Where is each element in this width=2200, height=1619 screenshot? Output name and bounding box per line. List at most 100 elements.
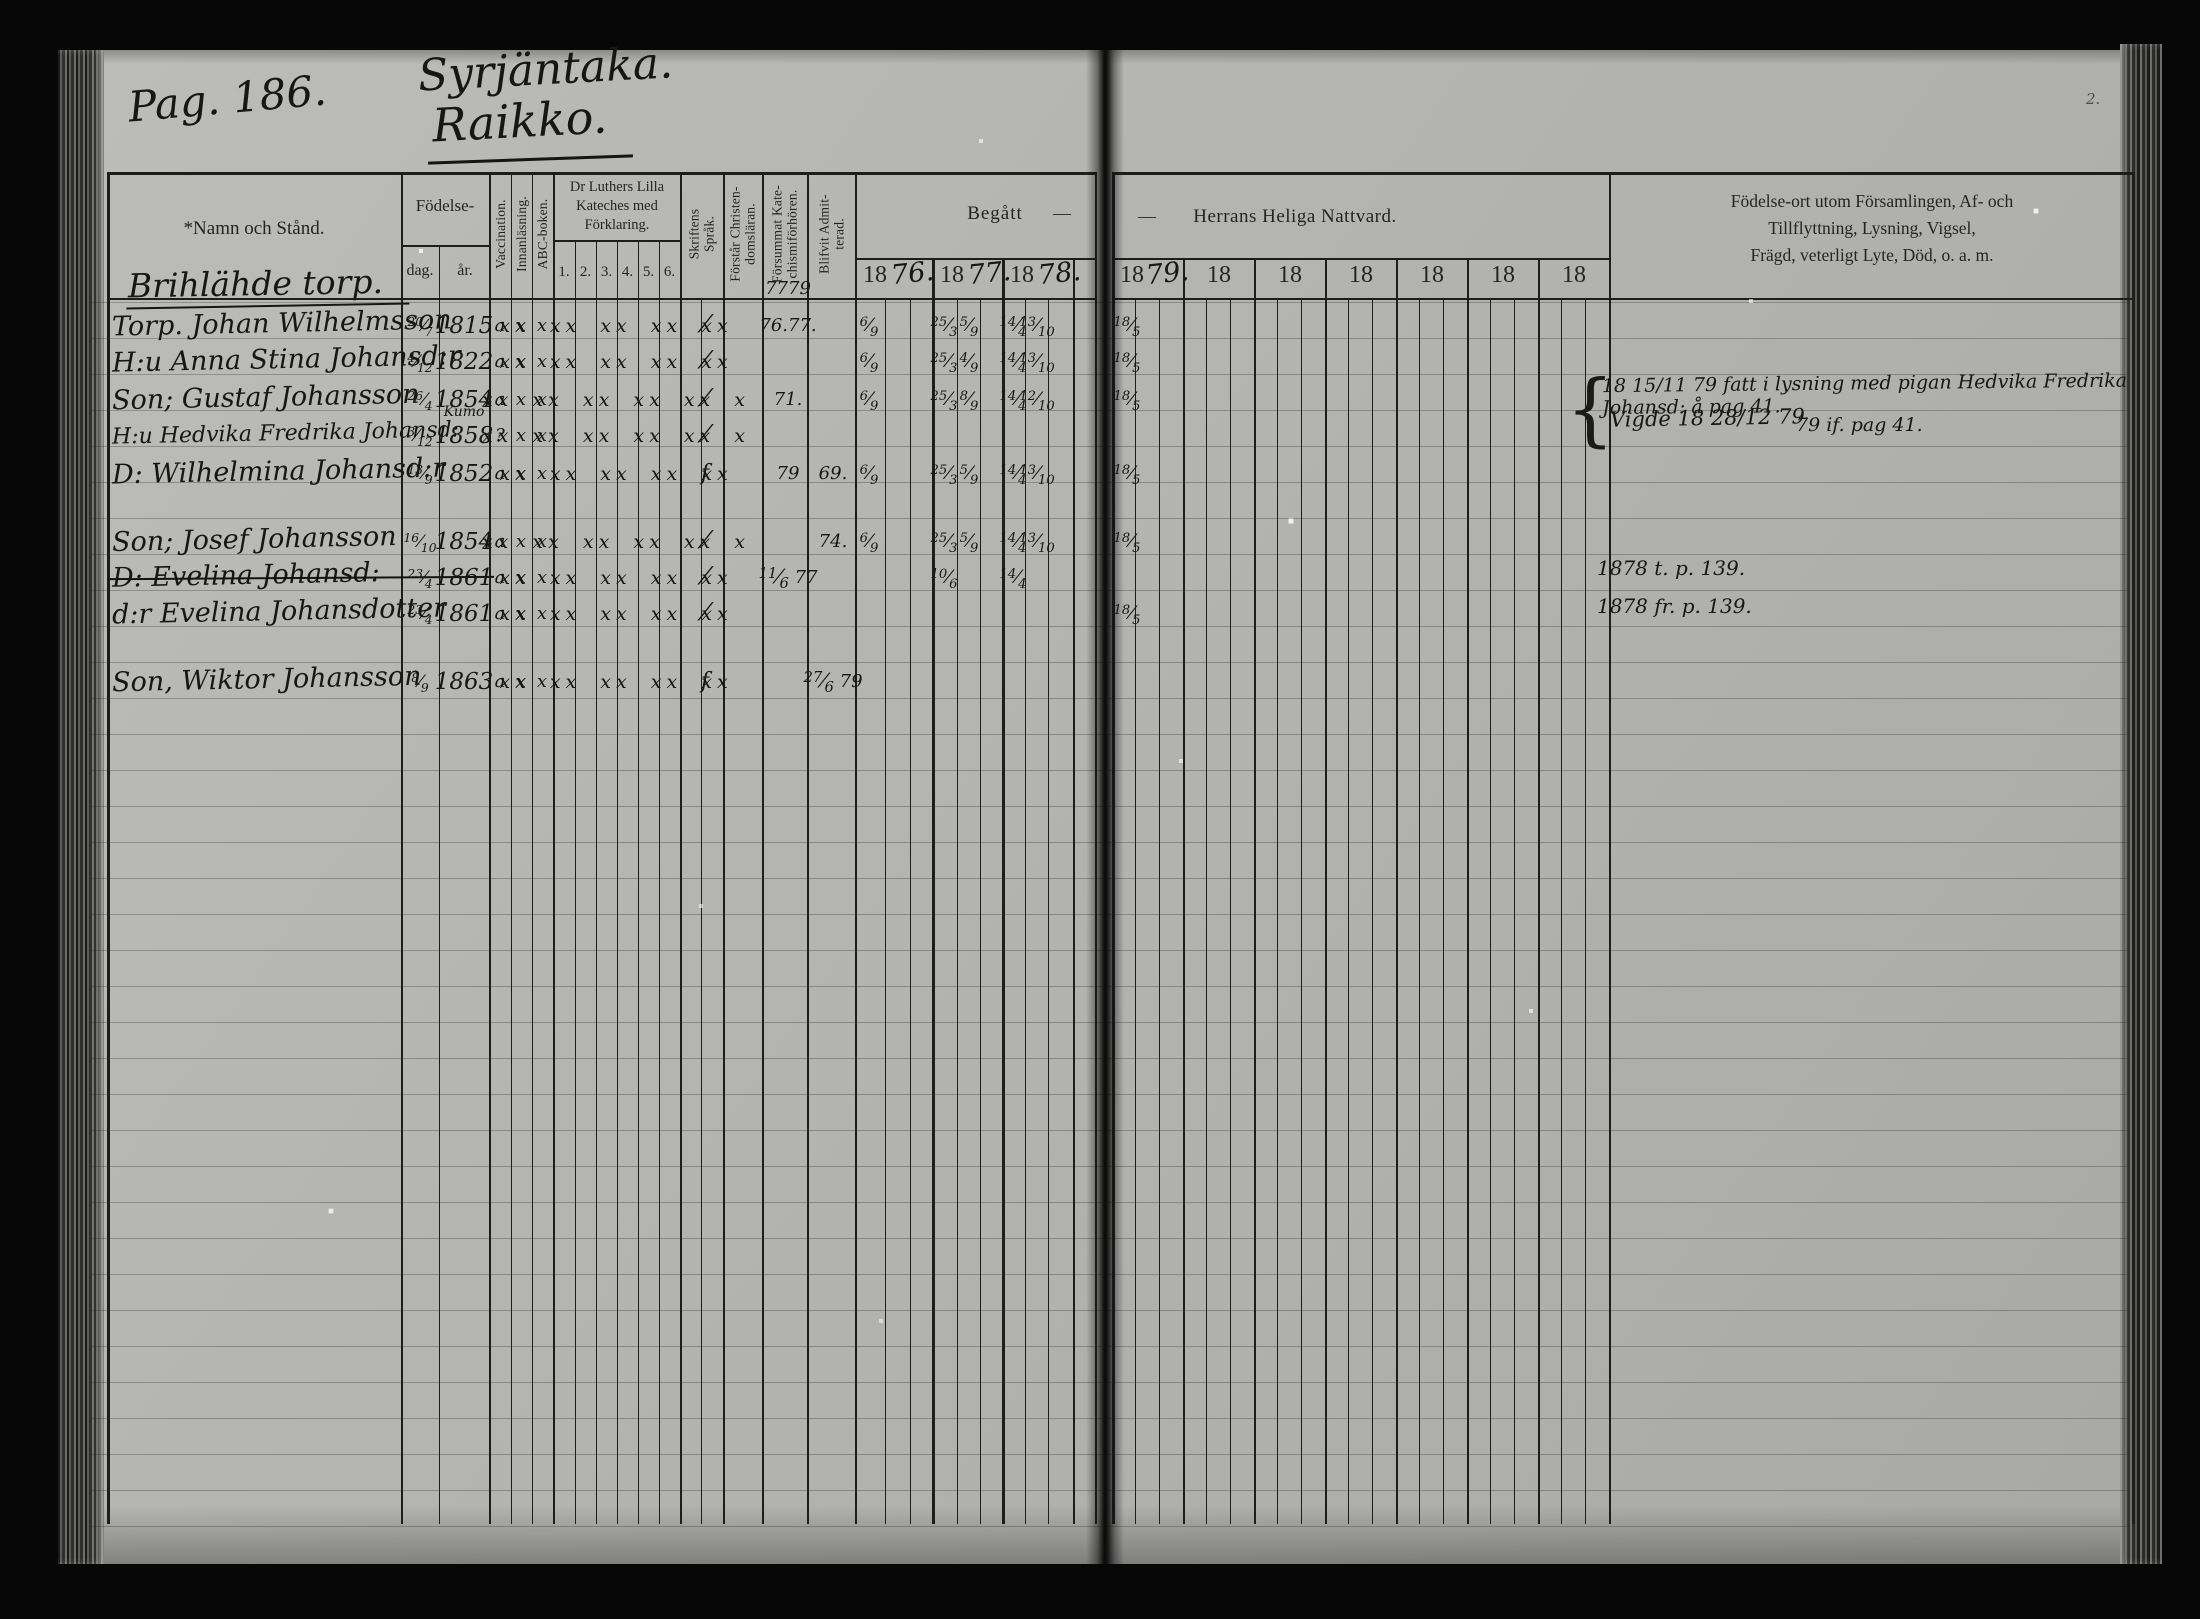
cell-sprak: ⁄ [703, 310, 707, 338]
grid-vline [532, 172, 534, 1524]
cell-abc: x [536, 463, 548, 484]
cell-abc: x [536, 531, 548, 552]
column-header-reading: Innanläsning. [513, 196, 529, 272]
cell-y78a: 14⁄4 [999, 463, 1027, 488]
cell-y77b: 5⁄9 [959, 531, 979, 556]
cell-innan: x [515, 425, 527, 446]
cell-y76: 6⁄9 [859, 315, 879, 340]
grid-vline [1514, 298, 1516, 1524]
grid-vline [807, 172, 809, 1524]
cell-vacc: a [494, 389, 506, 410]
year-label-printed: 18 [863, 262, 887, 288]
year-label-printed: 18 [1010, 262, 1034, 288]
grid-vline [680, 172, 682, 1524]
cell-ar: 1854 [434, 387, 494, 413]
cell-vacc: a [494, 567, 506, 588]
cell-sprak: ⁄ [703, 526, 707, 554]
grid-vline [1301, 298, 1303, 1524]
cell-abc: x [536, 603, 548, 624]
cell-ar: 1852 [434, 461, 494, 487]
cell-sprak: f [700, 669, 710, 694]
grid-vline [553, 172, 555, 1524]
cell-y78b: 13⁄10 [1019, 463, 1055, 488]
grid-vline [1467, 258, 1470, 1524]
cell-forsummat: 71. [773, 389, 803, 410]
catechism-number: 1. [558, 264, 570, 280]
cell-ar-note: Kumo [443, 404, 485, 420]
dash-right: — [1138, 206, 1156, 226]
cell-ar: 1861 [434, 601, 494, 627]
column-header-catechism: Dr Luthers Lilla Kateches med Förklaring… [569, 179, 665, 233]
grid-vline [575, 240, 577, 1524]
cell-y77b: 5⁄9 [959, 315, 979, 340]
cell-abc: x [536, 351, 548, 372]
catechism-number: 4. [621, 264, 634, 280]
cell-y78a: 14⁄4 [999, 567, 1027, 592]
cell-dag: 26⁄4 [407, 389, 433, 413]
cell-innan: x [515, 463, 527, 484]
grid-vline [617, 240, 619, 1524]
cell-kat: xx xx xx xx xx [499, 315, 733, 337]
cell-ar: 1858 [434, 423, 494, 449]
grid-vline [2132, 172, 2135, 1524]
grid-vline [1277, 298, 1279, 1524]
year-label-printed: 18 [940, 262, 964, 288]
grid-vline [910, 298, 912, 1524]
column-header-communion-left: Begått [967, 203, 1023, 224]
grid-vline [511, 172, 513, 1524]
cell-admit: 69. [818, 463, 848, 484]
column-header-name: *Namn och Stånd. [183, 218, 325, 239]
grid-vline [855, 172, 858, 1524]
year-label-printed: 18 [1278, 262, 1302, 288]
dash-left: — [1053, 203, 1071, 223]
row-name: Son; Josef Johansson [111, 521, 397, 558]
cell-ar: 1854 [434, 529, 494, 555]
grid-hline [107, 298, 1095, 301]
cell-innan: x [515, 603, 527, 624]
grid-vline [1073, 258, 1075, 1524]
grid-vline [701, 298, 703, 1524]
cell-y77a: 25⁄3 [930, 531, 958, 556]
cell-sprak: ⁄ [703, 598, 707, 626]
column-header-communion-right: Herrans Heliga Nattvard. [1193, 206, 1397, 227]
cell-dag: 3⁄12 [407, 425, 433, 449]
row-name: Torp. Johan Wilhelmsson [111, 304, 452, 343]
grid-vline [762, 172, 764, 1524]
cell-sprak: ⁄ [703, 420, 707, 448]
catechism-number: 5. [642, 264, 655, 280]
cell-admit: 27⁄6 79 [803, 669, 863, 696]
grid-vline [1048, 298, 1050, 1524]
grid-vline [1135, 298, 1137, 1524]
cell-sprak: ⁄ [703, 346, 707, 374]
cell-vacc: ? [495, 425, 505, 446]
grid-vline [1372, 298, 1374, 1524]
grid-vline [932, 258, 935, 1524]
cell-ar: 1822 [434, 349, 494, 375]
cell-kat: xx xx xx xx xx [499, 603, 733, 625]
column-header-remarks: Födelse-ort utom Församlingen, Af- och T… [1730, 191, 2014, 265]
cell-forsummat: 11⁄6 77 [758, 565, 818, 592]
cell-y77a: 25⁄3 [930, 389, 958, 414]
grid-hline [401, 245, 489, 247]
year-label-printed: 18 [1491, 262, 1515, 288]
cell-ar: 1863 [434, 669, 494, 695]
year-label-printed: 18 [1562, 262, 1586, 288]
marriage-brace: { [1566, 361, 1615, 456]
group-missed-note: 7779 [765, 278, 811, 299]
grid-vline [1230, 298, 1232, 1524]
cell-dag: 23⁄4 [407, 603, 433, 627]
cell-y77a: 10⁄6 [930, 567, 958, 592]
cell-sprak: ⁄ [703, 562, 707, 590]
cell-y78a: 14⁄4 [999, 315, 1027, 340]
grid-vline [1490, 298, 1492, 1524]
dust-specks [0, 0, 2, 2]
cell-innan: x [515, 315, 527, 336]
cell-kat: xx xx xx xx xx [499, 351, 733, 373]
grid-hline [1112, 298, 2132, 301]
cell-abc: x [536, 567, 548, 588]
cell-admit: 74. [818, 531, 848, 552]
year-label-printed: 18 [1349, 262, 1373, 288]
catechism-number: 3. [600, 264, 613, 280]
cell-y78a: 14⁄4 [999, 389, 1027, 414]
